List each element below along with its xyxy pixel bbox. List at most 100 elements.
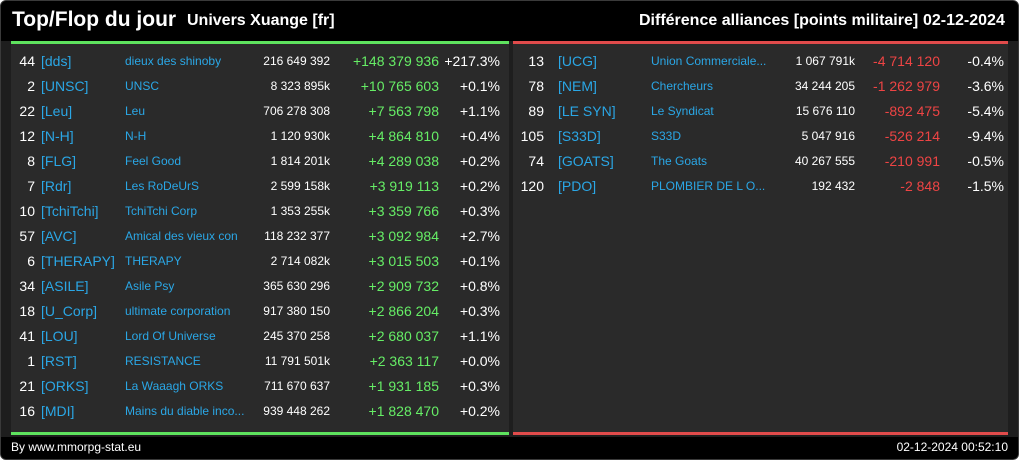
footer-bar: By www.mmorpg-stat.eu 02-12-2024 00:52:1…	[1, 437, 1018, 459]
alliance-rank: 16	[19, 403, 35, 419]
alliance-name-link[interactable]: Leu	[125, 104, 146, 118]
alliance-tag-link[interactable]: [N-H]	[41, 128, 74, 144]
alliance-points: 15 676 110	[795, 104, 855, 118]
points-difference: +10 765 603	[360, 78, 439, 94]
alliance-points: 118 232 377	[264, 229, 330, 243]
alliance-tag-link[interactable]: [LOU]	[41, 328, 78, 344]
alliance-name-link[interactable]: La Waaagh ORKS	[125, 379, 224, 393]
points-difference: +3 359 766	[368, 203, 439, 219]
alliance-row: 2 [UNSC] UNSC 8 323 895k +10 765 603 +0.1%	[11, 74, 509, 99]
points-difference: -4 714 120	[873, 53, 940, 69]
alliance-name-link[interactable]: RESISTANCE	[125, 354, 201, 368]
points-difference: +1 828 470	[368, 403, 439, 419]
alliance-name-link[interactable]: ultimate corporation	[125, 304, 231, 318]
alliance-tag-link[interactable]: [TchiTchi]	[41, 203, 99, 219]
alliance-points: 34 244 205	[794, 79, 855, 93]
percent-change: +217.3%	[444, 53, 500, 69]
alliance-name-link[interactable]: Asile Psy	[125, 279, 175, 293]
alliance-rank: 41	[19, 328, 35, 344]
percent-change: +0.3%	[459, 378, 500, 394]
alliance-name-link[interactable]: Union Commerciale...	[651, 54, 767, 68]
alliance-tag-link[interactable]: [UCG]	[558, 53, 597, 69]
alliance-points: 706 278 308	[263, 104, 330, 118]
percent-change: +1.1%	[459, 103, 500, 119]
percent-change: +0.0%	[459, 353, 500, 369]
alliance-tag-link[interactable]: [AVC]	[41, 228, 77, 244]
points-difference: +2 909 732	[368, 278, 439, 294]
alliance-tag-link[interactable]: [LE SYN]	[558, 103, 616, 119]
alliance-name-link[interactable]: dieux des shinoby	[125, 54, 222, 68]
alliance-tag-link[interactable]: [S33D]	[558, 128, 601, 144]
alliance-name-link[interactable]: Les RoDeUrS	[125, 179, 200, 193]
alliance-tag-link[interactable]: [THERAPY]	[41, 253, 115, 269]
alliance-tag-link[interactable]: [PDO]	[558, 178, 597, 194]
alliance-row: 44 [dds] dieux des shinoby 216 649 392 +148 …	[11, 49, 509, 74]
percent-change: -1.5%	[967, 178, 1004, 194]
alliance-tag-link[interactable]: [GOATS]	[558, 153, 614, 169]
percent-change: +0.4%	[459, 128, 500, 144]
points-difference: -892 475	[884, 103, 940, 119]
alliance-points: 1 067 791k	[795, 54, 855, 68]
alliance-name-link[interactable]: The Goats	[651, 154, 708, 168]
points-difference: +7 563 798	[368, 103, 439, 119]
percent-change: +0.3%	[459, 303, 500, 319]
alliance-row: 1 [RST] RESISTANCE 11 791 501k +2 363 117 +0.…	[11, 349, 509, 374]
alliance-rank: 34	[19, 278, 35, 294]
alliance-points: 2 599 158k	[270, 179, 330, 193]
percent-change: -9.4%	[967, 128, 1004, 144]
percent-change: -0.5%	[967, 153, 1004, 169]
alliance-row: 6 [THERAPY] THERAPY 2 714 082k +3 015 503 +0.…	[11, 249, 509, 274]
alliance-name-link[interactable]: UNSC	[125, 79, 160, 93]
alliance-points: 11 791 501k	[264, 354, 330, 368]
alliance-points: 192 432	[811, 179, 855, 193]
alliance-name-link[interactable]: Mains du diable inco...	[125, 404, 245, 418]
alliance-name-link[interactable]: Chercheurs	[651, 79, 714, 93]
alliance-rank: 57	[19, 228, 35, 244]
percent-change: +0.2%	[459, 178, 500, 194]
alliance-rank: 22	[19, 103, 35, 119]
alliance-name-link[interactable]: Amical des vieux con	[125, 229, 238, 243]
page-title: Top/Flop du jour	[12, 8, 177, 31]
points-difference: -2 848	[900, 178, 940, 194]
alliance-tag-link[interactable]: [dds]	[41, 53, 72, 69]
alliance-tag-link[interactable]: [Rdr]	[41, 178, 72, 194]
percent-change: -5.4%	[967, 103, 1004, 119]
points-difference: -526 214	[884, 128, 940, 144]
alliance-tag-link[interactable]: [ORKS]	[41, 378, 89, 394]
alliance-row: 105 [S33D] S33D 5 047 916 -526 214 -9.4%	[513, 124, 1008, 149]
alliance-tag-link[interactable]: [FLG]	[41, 153, 77, 169]
alliance-rank: 7	[27, 178, 35, 194]
percent-change: +0.2%	[459, 403, 500, 419]
alliance-tag-link[interactable]: [NEM]	[558, 78, 597, 94]
points-difference: +4 289 038	[368, 153, 439, 169]
alliance-tag-link[interactable]: [Leu]	[41, 103, 73, 119]
alliance-row: 41 [LOU] Lord Of Universe 245 370 258 +2 680…	[11, 324, 509, 349]
alliance-tag-link[interactable]: [U_Corp]	[41, 303, 98, 319]
alliance-row: 22 [Leu] Leu 706 278 308 +7 563 798 +1.1%	[11, 99, 509, 124]
alliance-tag-link[interactable]: [MDI]	[41, 403, 75, 419]
alliance-points: 711 670 637	[264, 379, 330, 393]
alliance-rank: 13	[528, 53, 544, 69]
source-credit: By www.mmorpg-stat.eu	[11, 440, 142, 454]
alliance-name-link[interactable]: PLOMBIER DE L O...	[651, 179, 766, 193]
alliance-rank: 6	[27, 253, 35, 269]
alliance-rank: 74	[528, 153, 544, 169]
points-difference: -1 262 979	[873, 78, 940, 94]
alliance-points: 245 370 258	[263, 329, 330, 343]
alliance-name-link[interactable]: Lord Of Universe	[125, 329, 216, 343]
alliance-points: 216 649 392	[263, 54, 330, 68]
alliance-points: 40 267 555	[794, 154, 855, 168]
alliance-name-link[interactable]: Le Syndicat	[651, 104, 714, 118]
alliance-name-link[interactable]: N-H	[125, 129, 147, 143]
alliance-name-link[interactable]: TchiTchi Corp	[125, 204, 198, 218]
alliance-name-link[interactable]: Feel Good	[125, 154, 182, 168]
alliance-tag-link[interactable]: [RST]	[41, 353, 77, 369]
percent-change: +1.1%	[459, 328, 500, 344]
percent-change: -0.4%	[967, 53, 1004, 69]
alliance-name-link[interactable]: S33D	[651, 129, 682, 143]
percent-change: +0.1%	[459, 78, 500, 94]
alliance-tag-link[interactable]: [ASILE]	[41, 278, 89, 294]
alliance-name-link[interactable]: THERAPY	[125, 254, 182, 268]
alliance-tag-link[interactable]: [UNSC]	[41, 78, 89, 94]
